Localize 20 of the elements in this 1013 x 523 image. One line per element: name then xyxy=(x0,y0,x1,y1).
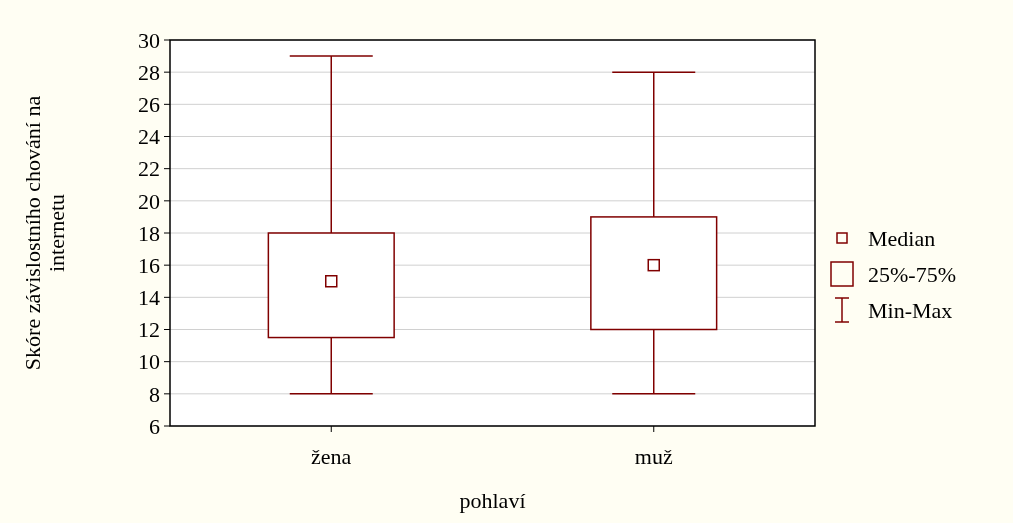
y-tick-label: 26 xyxy=(138,92,160,118)
y-tick-label: 24 xyxy=(138,124,160,150)
y-tick-label: 8 xyxy=(149,381,160,407)
x-axis-title: pohlaví xyxy=(459,488,526,513)
y-tick-label: 12 xyxy=(138,317,160,343)
y-tick-label: 14 xyxy=(138,285,160,311)
y-axis-title: Skóre závislostního chování na internetu xyxy=(19,95,70,371)
y-tick-label: 18 xyxy=(138,220,160,246)
y-tick-label: 28 xyxy=(138,59,160,85)
y-tick-label: 30 xyxy=(138,27,160,53)
text: Median xyxy=(868,225,936,251)
y-tick-label: 16 xyxy=(138,252,160,278)
y-tick-label: 10 xyxy=(138,349,160,375)
text: Min-Max xyxy=(868,297,953,323)
text: 25%-75% xyxy=(868,261,956,287)
x-tick-label: žena xyxy=(311,444,352,469)
y-tick-label: 22 xyxy=(138,156,160,182)
x-tick-label: muž xyxy=(634,444,673,469)
y-tick-label: 20 xyxy=(138,188,160,214)
y-tick-label: 6 xyxy=(149,413,160,439)
